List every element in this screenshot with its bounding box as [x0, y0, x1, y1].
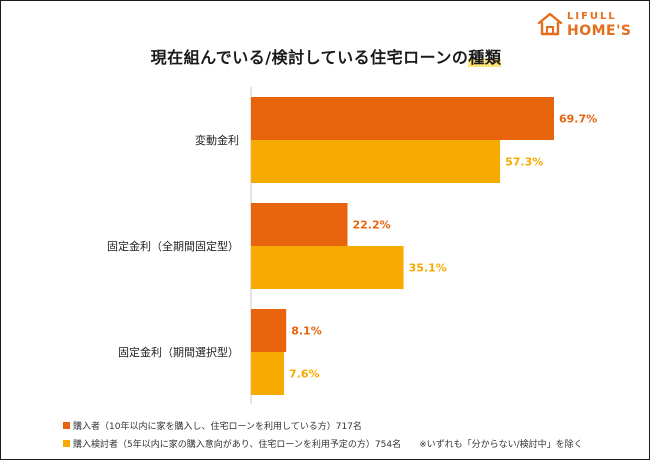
data-label: 35.1%	[409, 262, 447, 275]
legend-item-2: 購入検討者（5年以内に家の購入意向があり、住宅ローンを利用予定の方）754名 ※い…	[63, 437, 583, 450]
bar-series-1	[251, 309, 287, 352]
data-label: 8.1%	[291, 325, 322, 338]
bar-series-2	[251, 140, 501, 183]
data-label: 7.6%	[289, 368, 320, 381]
legend-label-2: 購入検討者（5年以内に家の購入意向があり、住宅ローンを利用予定の方）754名	[73, 440, 402, 450]
category-label: 変動金利	[195, 133, 239, 147]
bar-series-2	[251, 246, 404, 289]
chart-title: 現在組んでいる/検討している住宅ローンの種類	[1, 44, 649, 68]
data-label: 69.7%	[559, 113, 597, 126]
legend-label-1: 購入者（10年以内に家を購入し、住宅ローンを利用している方）717名	[73, 422, 362, 432]
category-label: 固定金利（全期間固定型）	[107, 239, 239, 253]
legend-item-1: 購入者（10年以内に家を購入し、住宅ローンを利用している方）717名	[63, 419, 362, 432]
house-icon	[537, 12, 563, 36]
bar-series-2	[251, 352, 285, 395]
logo-line2: HOME'S	[567, 23, 632, 39]
chart-title-highlight: 種類	[468, 48, 502, 67]
legend-swatch-2	[63, 440, 70, 447]
chart-note: ※いずれも「分からない/検討中」を除く	[419, 440, 583, 450]
chart-title-main: 現在組んでいる/検討している住宅ローンの	[150, 48, 469, 67]
data-label: 57.3%	[505, 156, 543, 169]
legend-swatch-1	[63, 422, 70, 429]
category-label: 固定金利（期間選択型）	[118, 345, 239, 359]
bar-series-1	[251, 203, 348, 246]
data-label: 22.2%	[353, 219, 391, 232]
bar-series-1	[251, 97, 554, 140]
lifull-homes-logo: LIFULL HOME'S	[537, 9, 641, 43]
logo-line1: LIFULL	[567, 11, 617, 22]
